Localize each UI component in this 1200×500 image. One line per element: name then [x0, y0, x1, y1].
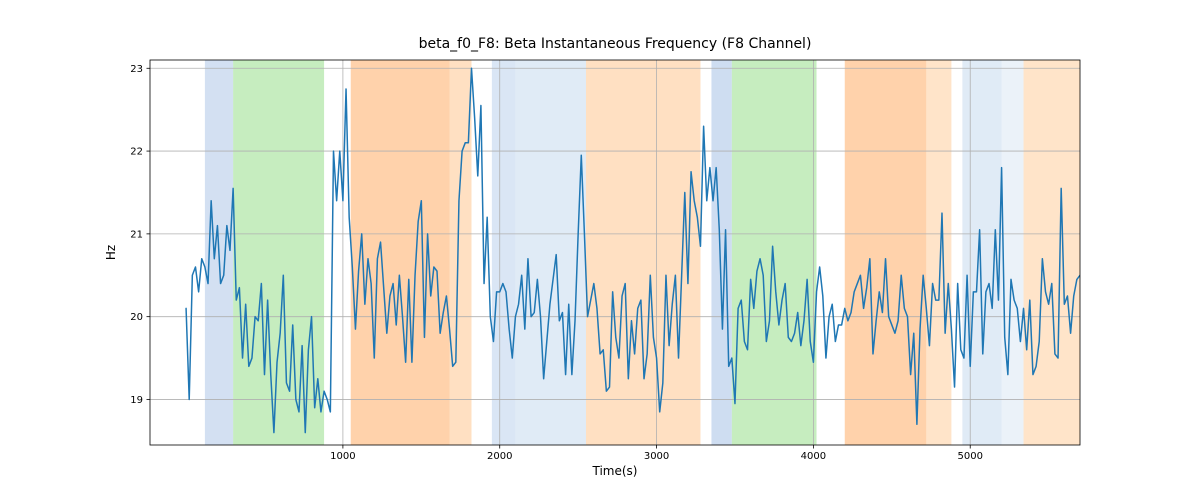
- band-1: [233, 60, 324, 445]
- band-3: [450, 60, 472, 445]
- band-7: [711, 60, 731, 445]
- xtick-label: 5000: [957, 451, 982, 462]
- band-2: [351, 60, 450, 445]
- xtick-label: 3000: [644, 451, 669, 462]
- ytick-label: 23: [130, 64, 143, 75]
- ytick-label: 20: [130, 312, 143, 323]
- ytick-label: 22: [130, 147, 143, 158]
- chart-container: 1000 2000 3000 4000 5000 19 20 21 22 23 Time(s) Hz b…: [0, 0, 1200, 500]
- band-6: [586, 60, 700, 445]
- xlabel: Time(s): [592, 464, 638, 478]
- band-12: [1002, 60, 1024, 445]
- band-8: [732, 60, 817, 445]
- band-10: [926, 60, 951, 445]
- chart-title: beta_f0_F8: Beta Instantaneous Frequency…: [419, 36, 812, 52]
- chart-svg: 1000 2000 3000 4000 5000 19 20 21 22 23 Time(s) Hz b…: [0, 0, 1200, 500]
- ytick-label: 21: [130, 229, 143, 240]
- ytick-label: 19: [130, 395, 143, 406]
- band-13: [1024, 60, 1080, 445]
- band-9: [845, 60, 927, 445]
- ylabel: Hz: [104, 245, 118, 260]
- band-4: [492, 60, 516, 445]
- band-5: [515, 60, 586, 445]
- xtick-label: 2000: [487, 451, 512, 462]
- xtick-label: 1000: [330, 451, 355, 462]
- xtick-label: 4000: [801, 451, 826, 462]
